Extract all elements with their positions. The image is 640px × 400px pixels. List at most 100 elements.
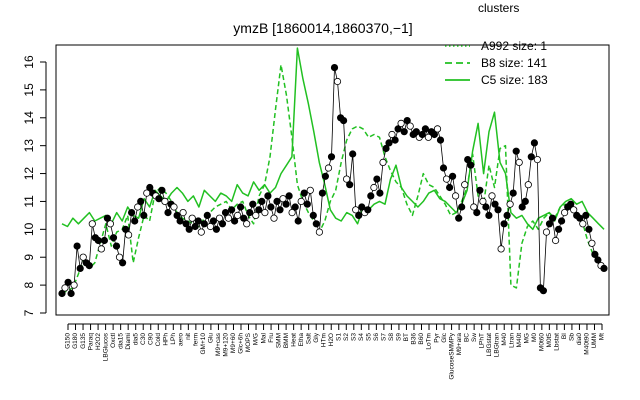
data-point — [221, 209, 230, 217]
data-point — [582, 211, 590, 219]
data-point — [312, 220, 320, 228]
x-tick-label: Fru — [268, 333, 275, 343]
data-point — [267, 203, 275, 211]
series-lines — [61, 47, 605, 295]
data-point — [551, 236, 560, 245]
data-point — [333, 77, 342, 86]
data-point — [315, 228, 323, 236]
data-point — [509, 189, 517, 197]
x-tick-label: Mal — [260, 332, 267, 343]
data-point — [349, 150, 357, 158]
data-point — [439, 164, 448, 172]
data-point — [358, 203, 366, 211]
legend-title: clusters — [478, 1, 519, 15]
data-point — [488, 192, 496, 200]
data-point — [106, 220, 115, 228]
data-point — [64, 278, 72, 286]
x-tick-label: M9+120 — [223, 333, 230, 357]
data-point — [539, 287, 548, 295]
x-tick-label: MG — [524, 333, 531, 343]
chart-title: ymzB [1860014,1860370,−1] — [233, 20, 412, 36]
series-line-b8 — [61, 64, 605, 295]
data-point — [58, 289, 66, 298]
data-point — [252, 211, 260, 219]
data-point — [237, 203, 245, 211]
x-tick-label: dia0 — [576, 333, 583, 346]
data-point — [388, 130, 396, 139]
data-point — [306, 186, 314, 194]
x-tick-label: UMM — [591, 333, 598, 349]
data-point — [85, 261, 93, 270]
data-point — [570, 206, 578, 214]
data-point — [309, 211, 317, 219]
data-point — [442, 175, 451, 183]
x-tick-label: C90 — [147, 333, 154, 345]
data-point — [406, 122, 414, 130]
data-point — [482, 203, 490, 211]
y-tick-label: 15 — [22, 83, 36, 97]
data-point — [185, 225, 193, 233]
data-point — [321, 172, 329, 180]
x-tick-label: M40 — [501, 333, 508, 346]
x-tick-label: Salt — [305, 333, 312, 344]
y-tick-label: 10 — [22, 222, 36, 236]
x-tick-label: LBGlucos — [102, 332, 109, 361]
data-point — [461, 181, 469, 189]
data-point — [131, 217, 139, 225]
data-point — [497, 245, 505, 253]
x-tick-label: S5 — [366, 333, 373, 341]
data-point — [542, 228, 551, 236]
data-point — [594, 256, 602, 264]
x-tick-label: Oxctl — [110, 332, 117, 347]
data-point — [212, 225, 220, 233]
data-point — [164, 209, 172, 217]
data-point — [112, 242, 121, 250]
data-point — [76, 264, 84, 272]
data-point — [512, 147, 520, 155]
data-point — [530, 139, 539, 147]
x-tick-label: Lbstat — [554, 333, 561, 351]
data-point — [382, 144, 390, 153]
y-tick-label: 9 — [22, 254, 36, 261]
x-tick-label: S7 — [381, 333, 388, 341]
data-point — [109, 234, 118, 242]
data-point — [391, 136, 399, 144]
data-point — [324, 164, 333, 172]
data-point — [557, 217, 566, 225]
series-line-c5 — [61, 47, 605, 231]
data-point — [261, 209, 269, 217]
data-point — [288, 209, 296, 217]
data-point — [279, 195, 287, 203]
x-tick-label: HPh — [162, 333, 169, 346]
data-point — [379, 158, 387, 166]
data-point — [79, 253, 87, 261]
data-point — [579, 220, 587, 228]
data-point — [554, 225, 563, 233]
data-point — [397, 119, 405, 128]
x-tick-label: LPh — [170, 333, 177, 345]
data-point — [264, 192, 272, 200]
data-point — [494, 206, 502, 214]
x-tick-label: M0 — [531, 333, 538, 342]
data-point — [228, 206, 236, 214]
data-point — [285, 192, 293, 200]
x-tick-label: BC — [463, 333, 470, 342]
x-tick-label: GlucoseSMMPy — [448, 332, 455, 379]
data-point — [424, 133, 432, 141]
data-point — [282, 200, 290, 208]
data-point — [173, 211, 181, 219]
data-point — [128, 209, 136, 217]
data-point — [515, 158, 523, 166]
x-tick-label: S9 — [396, 333, 403, 341]
data-point — [373, 175, 381, 183]
data-point — [194, 217, 202, 225]
data-point — [300, 189, 308, 197]
x-tick-label: Etha — [298, 333, 305, 347]
data-point — [161, 197, 169, 205]
data-point — [303, 200, 311, 208]
plot-frame — [55, 44, 610, 316]
x-tick-label: LoTm — [426, 333, 433, 350]
data-point — [243, 220, 251, 228]
x-tick-label: H2O2 — [95, 333, 102, 350]
